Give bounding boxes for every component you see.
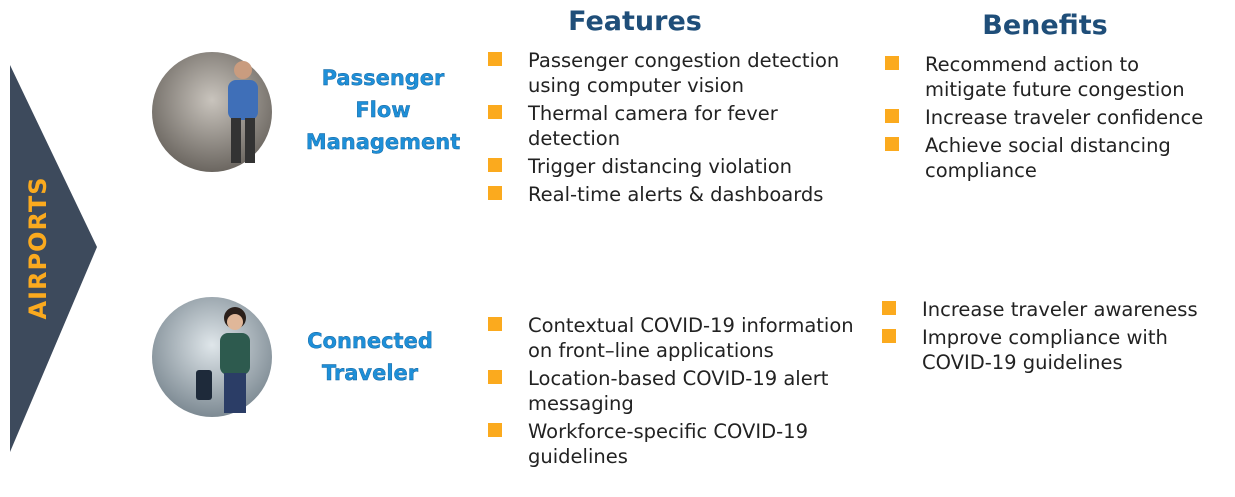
item-text: Real-time alerts & dashboards bbox=[528, 183, 824, 206]
side-label: AIRPORTS bbox=[24, 176, 52, 320]
bullet bbox=[885, 56, 899, 70]
list-item: Increase traveler confidence bbox=[885, 105, 1225, 130]
row-title: Passenger Flow Management bbox=[305, 66, 461, 154]
list: Passenger congestion detection using com… bbox=[488, 48, 863, 210]
photo bbox=[152, 297, 272, 417]
item-text: Workforce-specific COVID-19 guidelines bbox=[528, 420, 808, 468]
list-item: Improve compliance with COVID-19 guideli… bbox=[882, 325, 1232, 375]
list-item: Increase traveler awareness bbox=[882, 297, 1232, 322]
header: Features bbox=[568, 6, 702, 37]
bullet bbox=[488, 317, 502, 331]
bullet bbox=[882, 329, 896, 343]
item-text: Contextual COVID-19 information on front… bbox=[528, 314, 854, 362]
bullet bbox=[488, 52, 502, 66]
list-item: Recommend action to mitigate future cong… bbox=[885, 52, 1225, 102]
item-text: Passenger congestion detection using com… bbox=[528, 49, 840, 97]
item-text: Improve compliance with COVID-19 guideli… bbox=[922, 326, 1168, 374]
list: Recommend action to mitigate future cong… bbox=[885, 52, 1225, 186]
item-text: Trigger distancing violation bbox=[528, 155, 793, 178]
item-text: Increase traveler awareness bbox=[922, 298, 1198, 321]
bullet bbox=[488, 186, 502, 200]
list-item: Passenger congestion detection using com… bbox=[488, 48, 863, 98]
list-item: Trigger distancing violation bbox=[488, 154, 863, 179]
list-item: Contextual COVID-19 information on front… bbox=[488, 313, 868, 363]
list: Increase traveler awareness Improve compl… bbox=[882, 297, 1232, 378]
photo bbox=[152, 52, 272, 172]
list-item: Real-time alerts & dashboards bbox=[488, 182, 863, 207]
list-item: Workforce-specific COVID-19 guidelines bbox=[488, 419, 868, 469]
item-text: Recommend action to mitigate future cong… bbox=[925, 53, 1185, 101]
bullet bbox=[882, 301, 896, 315]
bullet bbox=[488, 370, 502, 384]
list-item: Achieve social distancing compliance bbox=[885, 133, 1225, 183]
bullet bbox=[488, 158, 502, 172]
bullet bbox=[488, 423, 502, 437]
list: Contextual COVID-19 information on front… bbox=[488, 313, 868, 472]
header: Benefits bbox=[982, 10, 1108, 41]
bullet bbox=[488, 105, 502, 119]
list-item: Thermal camera for fever detection bbox=[488, 101, 863, 151]
item-text: Thermal camera for fever detection bbox=[528, 102, 778, 150]
item-text: Achieve social distancing compliance bbox=[925, 134, 1171, 182]
side-arrow bbox=[10, 65, 97, 452]
row-title: Connected Traveler bbox=[307, 329, 433, 385]
item-text: Increase traveler confidence bbox=[925, 106, 1204, 129]
list-item: Location-based COVID-19 alert messaging bbox=[488, 366, 868, 416]
bullet bbox=[885, 137, 899, 151]
item-text: Location-based COVID-19 alert messaging bbox=[528, 367, 829, 415]
bullet bbox=[885, 109, 899, 123]
